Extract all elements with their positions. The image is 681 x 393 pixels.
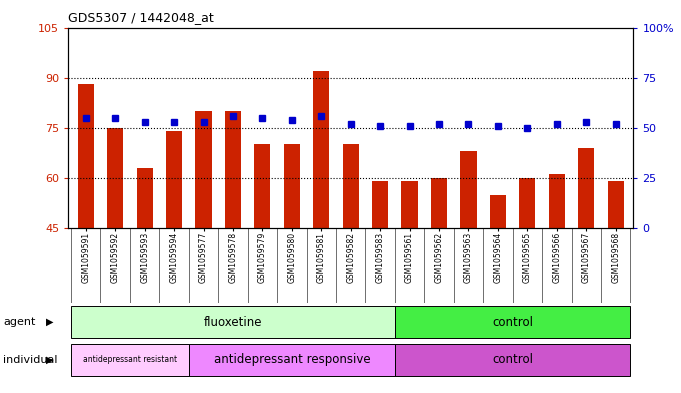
Bar [519,178,535,228]
Bar [189,28,218,228]
Bar [454,28,484,228]
Bar [248,28,277,228]
Bar [607,181,624,228]
Text: antidepressant resistant: antidepressant resistant [83,355,177,364]
Bar [336,28,366,228]
Bar [542,28,571,228]
Bar [402,181,417,228]
Bar [490,195,506,228]
Bar [395,307,631,338]
Bar [107,128,123,228]
Bar [195,111,212,228]
Text: fluoxetine: fluoxetine [204,316,262,329]
Bar [460,151,477,228]
Bar [277,28,306,228]
Bar [431,178,447,228]
Bar [513,28,542,228]
Bar [366,28,395,228]
Bar [189,343,395,376]
Bar [78,84,94,228]
Bar [159,28,189,228]
Bar [137,168,153,228]
Bar [71,307,395,338]
Bar [395,28,424,228]
Bar [166,131,183,228]
Bar [101,28,130,228]
Text: antidepressant responsive: antidepressant responsive [214,353,370,366]
Text: agent: agent [3,317,36,327]
Bar [343,144,359,228]
Bar [484,28,513,228]
Bar [284,144,300,228]
Bar [424,28,454,228]
Bar [313,71,330,228]
Bar [578,148,595,228]
Bar [130,28,159,228]
Bar [571,28,601,228]
Bar [395,343,631,376]
Bar [306,28,336,228]
Bar [254,144,270,228]
Bar [71,28,101,228]
Text: control: control [492,316,533,329]
Text: individual: individual [3,354,58,365]
Text: GDS5307 / 1442048_at: GDS5307 / 1442048_at [68,11,214,24]
Text: ▶: ▶ [46,317,54,327]
Bar [71,343,189,376]
Bar [225,111,241,228]
Bar [549,174,565,228]
Text: control: control [492,353,533,366]
Text: ▶: ▶ [46,354,54,365]
Bar [601,28,631,228]
Bar [372,181,388,228]
Bar [218,28,248,228]
